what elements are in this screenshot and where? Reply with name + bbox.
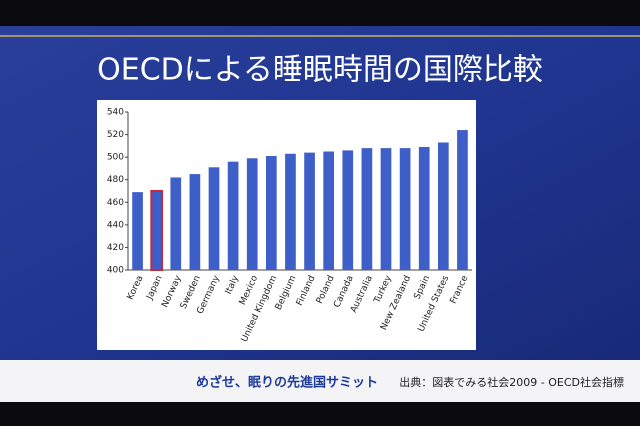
bar [227, 161, 239, 270]
bar [285, 153, 296, 270]
bar [170, 177, 182, 270]
slide-title: OECDによる睡眠時間の国際比較 [97, 53, 543, 88]
bar [457, 130, 468, 270]
bar [304, 152, 315, 270]
y-tick-label: 480 [107, 175, 124, 185]
y-tick-label: 400 [107, 266, 124, 276]
bar [323, 151, 335, 270]
footer-left: めざせ、眠りの先進国サミット [196, 375, 378, 391]
y-tick-label: 500 [107, 153, 124, 163]
y-tick-label: 460 [107, 198, 124, 208]
bar [246, 158, 258, 270]
bar [361, 148, 373, 270]
footer-bar [0, 360, 640, 402]
bar [418, 146, 430, 270]
bar [380, 148, 392, 270]
y-tick-label: 440 [107, 220, 124, 230]
bar [265, 156, 277, 270]
footer-right: 出典：図表でみる社会2009 - OECD社会指標 [399, 375, 624, 389]
bar [150, 190, 164, 271]
bar [437, 142, 449, 270]
y-tick-label: 520 [107, 130, 124, 140]
y-tick-label: 420 [107, 243, 124, 253]
bar [342, 150, 354, 270]
bar [399, 148, 411, 270]
bar [208, 167, 220, 270]
bar [132, 192, 143, 270]
y-tick-label: 540 [107, 108, 124, 118]
bar [189, 174, 201, 270]
